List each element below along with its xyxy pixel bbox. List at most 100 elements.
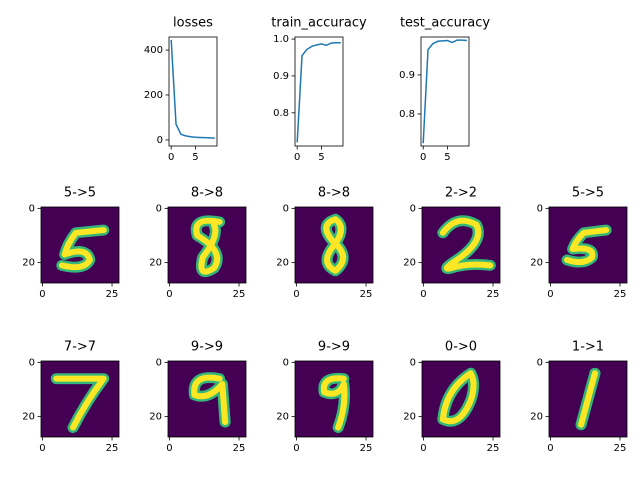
- chart-title: 5->5: [572, 186, 604, 201]
- digit-core: [191, 374, 229, 426]
- chart-title: 7->7: [64, 340, 96, 355]
- y-tick-label: 0: [410, 357, 416, 368]
- y-tick-label: 200: [144, 90, 163, 101]
- y-tick-label: 0: [156, 357, 162, 368]
- x-tick-label: 25: [360, 443, 373, 454]
- digit-core: [577, 370, 599, 428]
- digit: [437, 215, 496, 275]
- axes-frame: [420, 36, 470, 147]
- x-tick-label: 0: [420, 152, 426, 163]
- y-tick-label: 20: [276, 412, 289, 423]
- digit-core: [564, 227, 610, 266]
- image: [422, 361, 500, 437]
- digit-core: [323, 216, 347, 274]
- y-tick-label: 0: [29, 357, 35, 368]
- y-tick-label: 0: [537, 203, 543, 214]
- axes-frame: [294, 360, 374, 438]
- y-tick-label: 0.8: [399, 109, 415, 120]
- axes-frame: [294, 36, 344, 147]
- x-tick-label: 25: [233, 289, 246, 300]
- digit-core: [320, 375, 348, 431]
- chart-title: 8->8: [318, 186, 350, 201]
- x-tick-label: 25: [106, 443, 119, 454]
- x-tick-label: 25: [614, 289, 627, 300]
- y-tick-label: 1.0: [273, 34, 289, 45]
- digit: [50, 373, 110, 433]
- y-tick-label: 0: [283, 203, 289, 214]
- axes-frame: [548, 206, 628, 284]
- y-tick-label: 20: [403, 412, 416, 423]
- y-tick-label: 20: [149, 258, 162, 269]
- chart-title: 2->2: [445, 186, 477, 201]
- y-tick-label: 20: [530, 412, 543, 423]
- axes-frame: [421, 206, 501, 284]
- x-tick-label: 25: [360, 289, 373, 300]
- y-tick-label: 20: [22, 412, 35, 423]
- x-tick-label: 25: [614, 443, 627, 454]
- chart-title: 1->1: [572, 340, 604, 355]
- x-tick-label: 5: [444, 152, 450, 163]
- x-tick-label: 0: [39, 289, 45, 300]
- y-tick-label: 0: [29, 203, 35, 214]
- x-tick-label: 25: [487, 289, 500, 300]
- axes-frame: [421, 360, 501, 438]
- y-tick-label: 0.8: [273, 108, 289, 119]
- x-tick-label: 25: [106, 289, 119, 300]
- digit: [318, 372, 351, 433]
- chart-title: 9->9: [318, 340, 350, 355]
- digit: [437, 367, 480, 427]
- line: [296, 42, 341, 143]
- digit: [561, 224, 612, 268]
- digit-core: [439, 370, 477, 425]
- x-tick-label: 0: [39, 443, 45, 454]
- x-tick-label: 0: [547, 289, 553, 300]
- digit: [575, 367, 601, 431]
- x-tick-label: 25: [487, 443, 500, 454]
- chart-title: losses: [173, 16, 213, 31]
- x-tick-label: 0: [166, 443, 172, 454]
- y-tick-label: 20: [22, 258, 35, 269]
- axes-frame: [167, 360, 247, 438]
- chart-title: 0->0: [445, 340, 477, 355]
- y-tick-label: 0: [157, 135, 163, 146]
- line: [422, 39, 467, 144]
- x-tick-label: 0: [547, 443, 553, 454]
- axes-frame: [40, 360, 120, 438]
- x-tick-label: 0: [294, 152, 300, 163]
- digit-core: [53, 375, 107, 431]
- axes-frame: [548, 360, 628, 438]
- x-tick-label: 5: [318, 152, 324, 163]
- y-tick-label: 20: [403, 258, 416, 269]
- x-tick-label: 0: [420, 443, 426, 454]
- y-tick-label: 400: [144, 45, 163, 56]
- x-tick-label: 0: [420, 289, 426, 300]
- x-tick-label: 0: [293, 289, 299, 300]
- digit: [190, 215, 226, 278]
- x-tick-label: 25: [233, 443, 246, 454]
- y-tick-label: 0.9: [399, 70, 415, 81]
- chart-title: 9->9: [191, 340, 223, 355]
- x-tick-label: 0: [166, 289, 172, 300]
- axes-frame: [40, 206, 120, 284]
- chart-title: test_accuracy: [400, 16, 490, 31]
- y-tick-label: 0: [283, 357, 289, 368]
- chart-title: 5->5: [64, 186, 96, 201]
- chart-title: train_accuracy: [271, 16, 367, 31]
- x-tick-label: 0: [293, 443, 299, 454]
- line: [170, 39, 215, 139]
- digit: [56, 224, 110, 273]
- digit-core: [58, 227, 107, 271]
- digit-core: [439, 217, 494, 272]
- digit-core: [193, 217, 223, 275]
- digit: [188, 372, 231, 428]
- axes-frame: [167, 206, 247, 284]
- y-tick-label: 20: [149, 412, 162, 423]
- y-tick-label: 0: [537, 357, 543, 368]
- y-tick-label: 20: [530, 258, 543, 269]
- chart-title: 8->8: [191, 186, 223, 201]
- axes-frame: [168, 36, 218, 147]
- y-tick-label: 0: [410, 203, 416, 214]
- y-tick-label: 0: [156, 203, 162, 214]
- digit: [320, 213, 349, 277]
